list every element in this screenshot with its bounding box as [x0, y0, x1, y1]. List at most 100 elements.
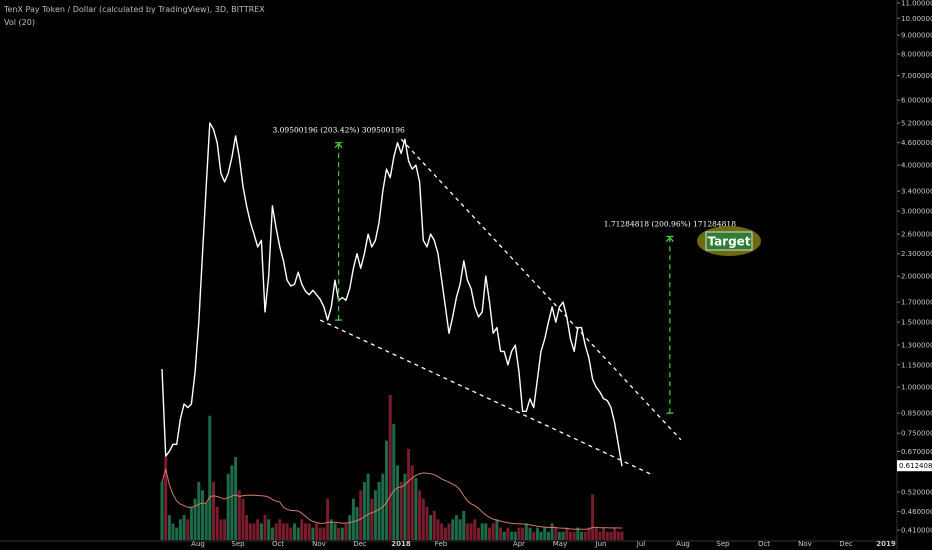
- volume-bar: [175, 527, 179, 540]
- time-tick-label: Feb: [435, 540, 448, 548]
- price-tick-label: 11.0000000: [901, 0, 932, 8]
- volume-bars: [160, 395, 624, 540]
- price-tick-label: 0.67000000: [901, 448, 932, 456]
- price-tick-label: 2.60000000: [901, 231, 932, 239]
- volume-bar: [274, 523, 278, 540]
- volume-bar: [197, 482, 201, 540]
- time-axis[interactable]: Aug Sep Oct Nov Dec 2018 Feb Apr May Jun Jul Aug Sep…: [0, 540, 897, 548]
- volume-bar: [362, 482, 366, 540]
- measure-arrowhead: [334, 142, 343, 149]
- volume-bar: [458, 519, 462, 540]
- volume-bar: [587, 527, 591, 540]
- volume-bar: [569, 531, 572, 540]
- price-tick-label: 3.40000000: [901, 188, 932, 196]
- price-tick-label: 10.0000000: [901, 15, 932, 23]
- last-price-label: 0.61240828: [899, 462, 932, 470]
- volume-bar: [605, 531, 609, 540]
- volume-bar: [539, 531, 543, 540]
- volume-bar: [616, 531, 620, 540]
- price-tick-label: 8.00000000: [901, 51, 932, 59]
- volume-bar: [609, 531, 613, 540]
- lower-trendline: [319, 319, 652, 475]
- volume-bar: [311, 527, 315, 540]
- volume-bar: [517, 527, 521, 540]
- volume-bar: [535, 527, 539, 540]
- price-tick-label: 1.70000000: [901, 299, 932, 307]
- price-tick-label: 3.00000000: [901, 208, 932, 216]
- price-tick-label: 1.15000000: [901, 361, 932, 369]
- measure-arrowhead: [665, 236, 674, 242]
- volume-bar: [189, 506, 193, 540]
- volume-bar: [208, 415, 212, 540]
- price-tick-label: 4.60000000: [901, 139, 932, 147]
- volume-bar: [620, 531, 624, 540]
- volume-bar: [245, 515, 249, 540]
- time-tick-label: 2018: [391, 540, 411, 548]
- volume-bar: [473, 519, 477, 540]
- volume-bar: [366, 473, 370, 540]
- volume-bar: [178, 519, 182, 540]
- volume-bar: [212, 482, 215, 540]
- volume-bar: [561, 531, 565, 540]
- volume-bar: [307, 523, 311, 540]
- time-tick-label: Nov: [798, 540, 812, 548]
- measure-label: 3.09500196 (203.42%) 309500196: [273, 126, 405, 135]
- volume-bar: [204, 502, 208, 540]
- volume-bar: [160, 482, 164, 540]
- volume-bar: [281, 523, 285, 540]
- volume-bar: [300, 519, 304, 540]
- volume-bar: [432, 511, 436, 540]
- price-tick-label: 2.00000000: [901, 273, 932, 281]
- time-tick-label: Apr: [513, 540, 525, 548]
- volume-bar: [546, 531, 550, 540]
- volume-bar: [348, 515, 352, 540]
- volume-bar: [167, 515, 171, 540]
- target-label: Target: [707, 235, 750, 249]
- volume-bar: [443, 527, 447, 540]
- volume-bar: [215, 506, 219, 540]
- volume-bar: [248, 523, 252, 540]
- volume-bar: [594, 527, 598, 540]
- volume-bar: [344, 523, 348, 540]
- price-axis[interactable]: 11.0000000 10.0000000 9.00000000 8.00000000…: [896, 0, 932, 550]
- volume-moving-average: [161, 467, 622, 530]
- time-tick-label: Dec: [353, 540, 367, 548]
- price-tick-label: 1.00000000: [901, 384, 932, 392]
- volume-bar: [436, 519, 440, 540]
- time-tick-label: Jun: [595, 540, 607, 548]
- price-tick-label: 0.46000000: [901, 508, 932, 516]
- volume-bar: [237, 490, 241, 540]
- time-tick-label: Aug: [191, 540, 205, 548]
- time-tick-label: 2019: [876, 540, 896, 548]
- volume-bar: [506, 527, 510, 540]
- volume-bar: [495, 519, 499, 540]
- volume-bar: [234, 457, 238, 540]
- volume-bar: [318, 527, 322, 540]
- volume-bar: [392, 424, 396, 540]
- volume-bar: [259, 523, 263, 540]
- volume-bar: [410, 465, 414, 540]
- volume-bar: [340, 527, 344, 540]
- volume-bar: [270, 527, 274, 540]
- volume-bar: [373, 490, 377, 540]
- volume-bar: [241, 498, 245, 540]
- volume-bar: [293, 523, 296, 540]
- volume-bar: [572, 531, 576, 540]
- target-group[interactable]: Target: [697, 226, 761, 256]
- volume-bar: [510, 531, 514, 540]
- volume-bar: [226, 473, 230, 540]
- volume-bar: [447, 523, 451, 540]
- volume-bar: [580, 531, 583, 540]
- target-box[interactable]: [705, 231, 753, 251]
- volume-bar: [491, 523, 495, 540]
- volume-bar: [326, 498, 330, 540]
- volume-bar: [370, 498, 374, 540]
- volume-bar: [528, 527, 532, 540]
- volume-bar: [454, 515, 458, 540]
- volume-bar: [598, 531, 602, 540]
- volume-bar: [407, 448, 411, 540]
- price-tick-label: 4.00000000: [901, 162, 932, 170]
- volume-bar: [399, 482, 403, 540]
- volume-bar: [591, 494, 595, 540]
